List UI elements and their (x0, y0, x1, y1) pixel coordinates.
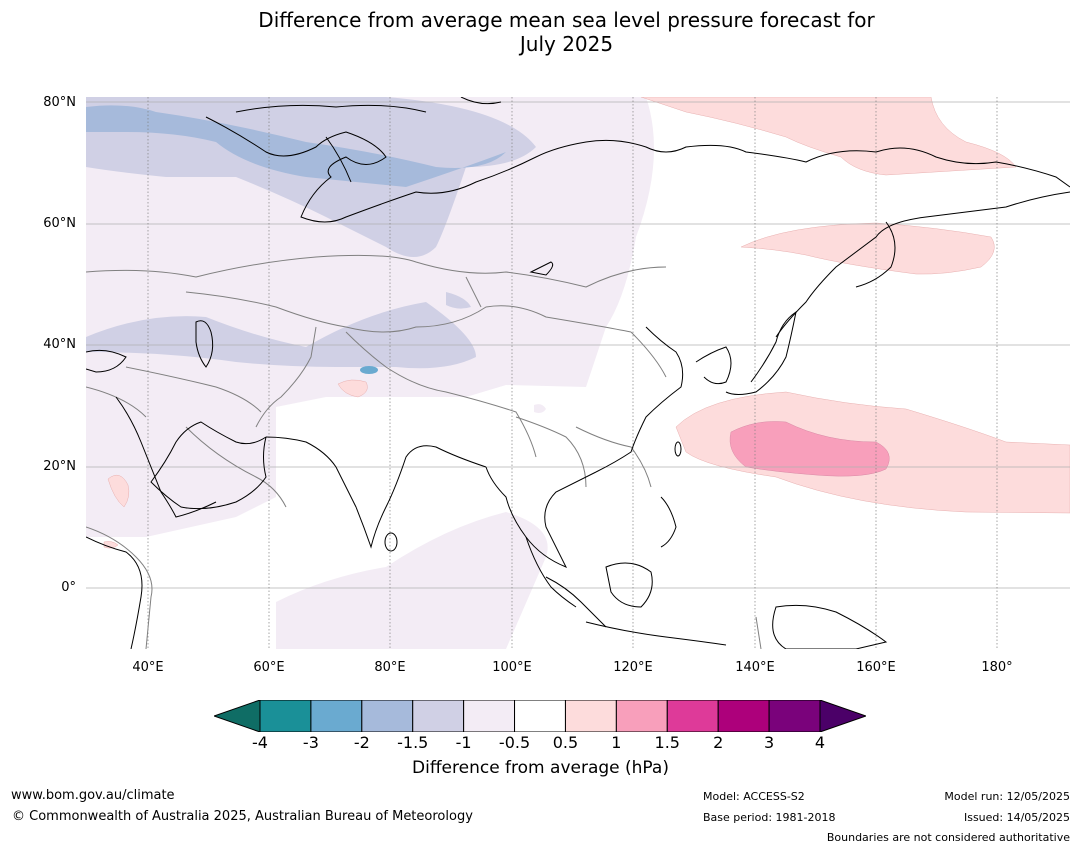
map-canvas (86, 97, 1070, 649)
model-text: Model: ACCESS-S2 (703, 790, 805, 803)
colorbar-tick-label: 1 (611, 733, 622, 752)
title-line-2: July 2025 (519, 32, 614, 56)
map-panel (86, 97, 1070, 649)
issued-text: Issued: 14/05/2025 (963, 811, 1070, 824)
colorbar-extend-low (214, 700, 261, 732)
lon-label-140e: 140°E (735, 660, 775, 675)
colorbar-segment (463, 700, 516, 732)
colorbar-tick-label: -4 (252, 733, 268, 752)
colorbar-segment (717, 700, 770, 732)
graticule (86, 101, 1070, 589)
colorbar-tick-label: 4 (814, 733, 826, 752)
colorbar-segment (666, 700, 719, 732)
colorbar-tick-label: -2 (353, 733, 370, 752)
country-borders (86, 254, 762, 649)
colorbar-segment (412, 700, 465, 732)
colorbar-segment (564, 700, 617, 732)
colorbar-tick-label: 2 (713, 733, 724, 752)
lon-label-40e: 40°E (132, 660, 164, 675)
lat-label-20n: 20°N (43, 459, 76, 474)
colorbar-tick-label: -1 (455, 733, 472, 752)
lat-label-40n: 40°N (43, 337, 76, 352)
colorbar-label: Difference from average (hPa) (412, 758, 669, 778)
colorbar-tick-label: -0.5 (498, 733, 531, 752)
anomaly-strong-negative (86, 105, 506, 187)
colorbar-segment (514, 700, 566, 732)
disclaimer-text: Boundaries are not considered authoritat… (826, 831, 1070, 844)
lon-label-160e: 160°E (856, 660, 896, 675)
colorbar-segment (361, 700, 414, 732)
lon-label-60e: 60°E (253, 660, 285, 675)
colorbar-segment (259, 700, 312, 732)
anomaly-spot-negative (360, 366, 378, 374)
colorbar-tick-label: 0.5 (552, 733, 579, 752)
lon-label-120e: 120°E (613, 660, 653, 675)
coastlines (86, 97, 1070, 649)
copyright-text: © Commonwealth of Australia 2025, Austra… (12, 809, 473, 824)
colorbar-segment (768, 700, 821, 732)
meridians (147, 97, 998, 649)
colorbar-segment (615, 700, 668, 732)
lon-label-100e: 100°E (492, 660, 532, 675)
colorbar-tick-label: -1.5 (397, 733, 429, 752)
title-line-1: Difference from average mean sea level p… (258, 8, 875, 32)
colorbar (214, 700, 866, 732)
lat-label-60n: 60°N (43, 216, 76, 231)
chart-title: Difference from average mean sea level p… (0, 8, 1081, 56)
colorbar-extend-high (819, 700, 866, 732)
lat-label-0: 0° (61, 580, 76, 595)
lon-label-180: 180° (981, 660, 1013, 675)
colorbar-tick-label: 3 (763, 733, 775, 752)
colorbar-tick-label: 1.5 (654, 733, 680, 752)
website-link[interactable]: www.bom.gov.au/climate (11, 788, 175, 803)
lon-label-80e: 80°E (374, 660, 406, 675)
model-run-text: Model run: 12/05/2025 (944, 790, 1070, 803)
colorbar-segment (310, 700, 363, 732)
base-period-text: Base period: 1981-2018 (703, 811, 836, 824)
colorbar-tick-label: -3 (302, 733, 319, 752)
lat-label-80n: 80°N (43, 95, 76, 110)
